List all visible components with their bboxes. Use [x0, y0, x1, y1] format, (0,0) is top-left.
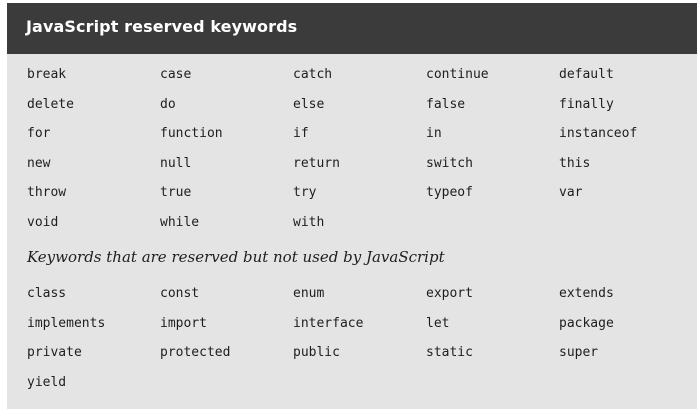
keyword-cell: break — [27, 67, 67, 82]
table-row: break case catch continue default — [27, 67, 692, 97]
reserved-keywords-grid: break case catch continue default delete… — [27, 67, 692, 245]
keyword-cell: export — [426, 286, 473, 301]
keyword-cell: try — [293, 185, 317, 201]
keyword-cell: var — [559, 185, 583, 201]
table-row: implements import interface let package — [27, 316, 692, 346]
keyword-cell: let — [426, 315, 450, 331]
keyword-cell: super — [559, 345, 599, 361]
keywords-panel: JavaScript reserved keywords break case … — [7, 3, 697, 409]
keyword-cell: else — [293, 96, 325, 112]
panel-header: JavaScript reserved keywords — [7, 3, 697, 54]
keyword-cell: typeof — [426, 185, 473, 201]
keyword-cell: interface — [293, 315, 364, 331]
keyword-cell: public — [293, 345, 340, 361]
keyword-cell: while — [160, 214, 200, 230]
keyword-cell — [293, 375, 426, 405]
keyword-cell: package — [559, 315, 614, 331]
keyword-cell: if — [293, 126, 309, 142]
keyword-cell: this — [559, 155, 591, 171]
keyword-cell: return — [293, 155, 340, 171]
table-row: for function if in instanceof — [27, 126, 692, 156]
keyword-cell: delete — [27, 96, 74, 112]
keyword-cell — [559, 215, 692, 245]
keyword-cell: new — [27, 155, 51, 171]
keyword-cell: extends — [559, 286, 614, 301]
keyword-cell: catch — [293, 67, 333, 82]
keyword-cell: private — [27, 345, 82, 361]
keyword-cell: in — [426, 126, 442, 142]
keyword-cell: null — [160, 155, 192, 171]
keyword-cell — [426, 215, 559, 245]
table-row: throw true try typeof var — [27, 185, 692, 215]
keyword-cell: false — [426, 96, 466, 112]
keyword-cell: case — [160, 67, 192, 82]
keyword-cell: implements — [27, 315, 106, 331]
table-row: yield — [27, 375, 692, 405]
keyword-cell: for — [27, 126, 51, 142]
unused-keywords-subtitle: Keywords that are reserved but not used … — [27, 248, 445, 266]
table-row: new null return switch this — [27, 156, 692, 186]
keyword-cell: default — [559, 67, 614, 82]
keyword-cell: import — [160, 315, 207, 331]
keyword-cell: do — [160, 96, 176, 112]
keyword-cell: finally — [559, 96, 614, 112]
keyword-cell — [559, 375, 692, 405]
keyword-cell: const — [160, 286, 200, 301]
keyword-cell: switch — [426, 155, 473, 171]
keyword-cell: class — [27, 286, 67, 301]
keyword-cell: enum — [293, 286, 325, 301]
keyword-cell — [160, 375, 293, 405]
table-row: void while with — [27, 215, 692, 245]
table-row: delete do else false finally — [27, 97, 692, 127]
keyword-cell: protected — [160, 345, 231, 361]
page-title: JavaScript reserved keywords — [26, 17, 298, 36]
keyword-cell: throw — [27, 185, 67, 201]
keyword-cell: true — [160, 185, 192, 201]
keyword-cell — [426, 375, 559, 405]
keyword-cell: yield — [27, 374, 67, 390]
keyword-cell: function — [160, 126, 223, 142]
table-row: private protected public static super — [27, 345, 692, 375]
table-row: class const enum export extends — [27, 286, 692, 316]
keyword-cell: continue — [426, 67, 489, 82]
keyword-cell: instanceof — [559, 126, 638, 142]
keyword-cell: static — [426, 345, 473, 361]
unused-keywords-grid: class const enum export extends implemen… — [27, 286, 692, 404]
keyword-cell: void — [27, 214, 59, 230]
keyword-cell: with — [293, 214, 325, 230]
